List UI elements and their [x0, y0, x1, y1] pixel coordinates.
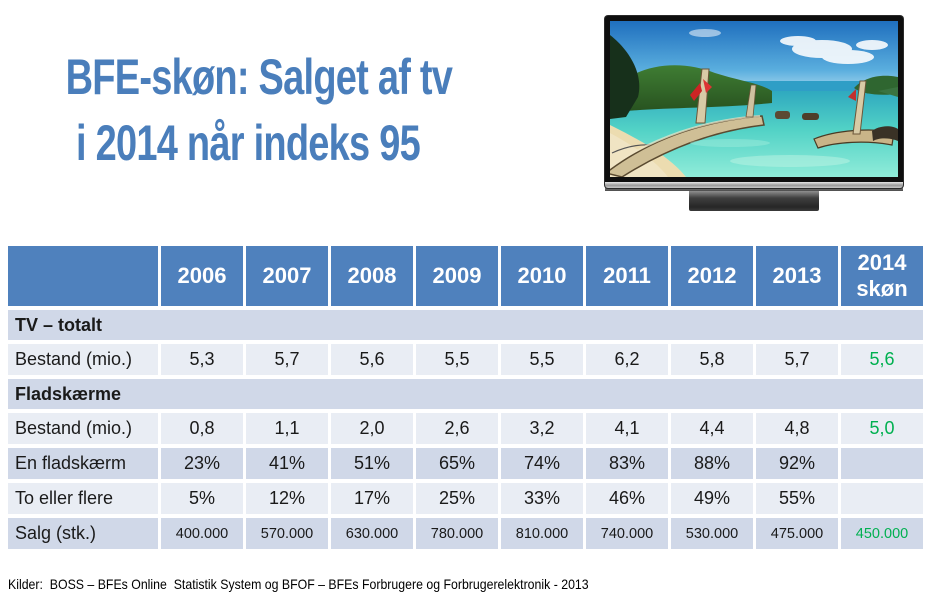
- value-cell: 5,6: [331, 344, 413, 375]
- slide-title: BFE-skøn: Salget af tv i 2014 når indeks…: [65, 44, 453, 176]
- value-cell: 1,1: [246, 413, 328, 444]
- year-header-cell: 2007: [246, 246, 328, 306]
- corner-header-cell: [8, 246, 158, 306]
- tv-screen-beach-photo: [610, 21, 898, 177]
- value-cell: 530.000: [671, 518, 753, 549]
- value-cell: 570.000: [246, 518, 328, 549]
- section-row: Fladskærme: [8, 379, 923, 409]
- value-cell: 83%: [586, 448, 668, 479]
- value-cell: 5,7: [756, 344, 838, 375]
- table-body: TV – totalt Bestand (mio.) 5,3 5,7 5,6 5,5 5,5…: [8, 310, 923, 549]
- tv-bezel: [605, 16, 903, 188]
- data-row: Bestand (mio.) 0,8 1,1 2,0 2,6 3,2 4,1 4,4 4,8 5,…: [8, 413, 923, 444]
- value-cell: 2,0: [331, 413, 413, 444]
- value-cell: 400.000: [161, 518, 243, 549]
- tv-product-image: [605, 16, 903, 211]
- data-row: To eller flere 5% 12% 17% 25% 33% 46% 49% 55%: [8, 483, 923, 514]
- value-cell: 5,5: [416, 344, 498, 375]
- value-cell: 46%: [586, 483, 668, 514]
- value-cell: 25%: [416, 483, 498, 514]
- section-label: TV – totalt: [8, 310, 923, 340]
- value-cell: 74%: [501, 448, 583, 479]
- value-cell: 5,5: [501, 344, 583, 375]
- forecast-value-cell: 5,6: [841, 344, 923, 375]
- value-cell: 0,8: [161, 413, 243, 444]
- year-header-cell: 2013: [756, 246, 838, 306]
- table-head-row: 2006 2007 2008 2009 2010 2011 2012 2013 2014 skø…: [8, 246, 923, 306]
- value-cell: 780.000: [416, 518, 498, 549]
- row-label: To eller flere: [8, 483, 158, 514]
- year-header-cell: 2011: [586, 246, 668, 306]
- row-label: Bestand (mio.): [8, 413, 158, 444]
- row-label: Salg (stk.): [8, 518, 158, 549]
- forecast-value-cell: [841, 448, 923, 479]
- year-header-cell: 2006: [161, 246, 243, 306]
- sales-table-grid: 2006 2007 2008 2009 2010 2011 2012 2013 2014 skø…: [5, 242, 926, 553]
- value-cell: 41%: [246, 448, 328, 479]
- year-header-cell: 2009: [416, 246, 498, 306]
- slide-title-line1: BFE-skøn: Salget af tv: [65, 49, 453, 105]
- source-note: Kilder: BOSS – BFEs Online Statistik Sys…: [8, 576, 589, 592]
- value-cell: 5%: [161, 483, 243, 514]
- value-cell: 65%: [416, 448, 498, 479]
- value-cell: 2,6: [416, 413, 498, 444]
- section-label: Fladskærme: [8, 379, 923, 409]
- tv-bottom-chrome: [605, 182, 903, 188]
- data-row: Bestand (mio.) 5,3 5,7 5,6 5,5 5,5 6,2 5,8 5,7 5,…: [8, 344, 923, 375]
- value-cell: 475.000: [756, 518, 838, 549]
- value-cell: 23%: [161, 448, 243, 479]
- data-row: En fladskærm 23% 41% 51% 65% 74% 83% 88% 92%: [8, 448, 923, 479]
- value-cell: 33%: [501, 483, 583, 514]
- forecast-value-cell: 450.000: [841, 518, 923, 549]
- value-cell: 4,8: [756, 413, 838, 444]
- value-cell: 12%: [246, 483, 328, 514]
- value-cell: 810.000: [501, 518, 583, 549]
- value-cell: 740.000: [586, 518, 668, 549]
- year-header-cell: 2012: [671, 246, 753, 306]
- value-cell: 3,2: [501, 413, 583, 444]
- value-cell: 17%: [331, 483, 413, 514]
- value-cell: 4,4: [671, 413, 753, 444]
- section-row: TV – totalt: [8, 310, 923, 340]
- row-label: Bestand (mio.): [8, 344, 158, 375]
- tv-panel-shadow: [605, 188, 903, 191]
- year-header-cell: 2010: [501, 246, 583, 306]
- data-row: Salg (stk.) 400.000 570.000 630.000 780.000 8…: [8, 518, 923, 549]
- value-cell: 55%: [756, 483, 838, 514]
- year-header-cell: 2014 skøn: [841, 246, 923, 306]
- value-cell: 5,7: [246, 344, 328, 375]
- sales-table: 2006 2007 2008 2009 2010 2011 2012 2013 2014 skø…: [5, 242, 926, 553]
- value-cell: 88%: [671, 448, 753, 479]
- year-header-cell: 2008: [331, 246, 413, 306]
- forecast-value-cell: 5,0: [841, 413, 923, 444]
- tv-stand: [689, 191, 819, 211]
- forecast-value-cell: [841, 483, 923, 514]
- value-cell: 630.000: [331, 518, 413, 549]
- value-cell: 51%: [331, 448, 413, 479]
- value-cell: 6,2: [586, 344, 668, 375]
- value-cell: 92%: [756, 448, 838, 479]
- slide-title-line2: i 2014 når indeks 95: [76, 115, 421, 171]
- value-cell: 5,3: [161, 344, 243, 375]
- value-cell: 49%: [671, 483, 753, 514]
- value-cell: 5,8: [671, 344, 753, 375]
- row-label: En fladskærm: [8, 448, 158, 479]
- value-cell: 4,1: [586, 413, 668, 444]
